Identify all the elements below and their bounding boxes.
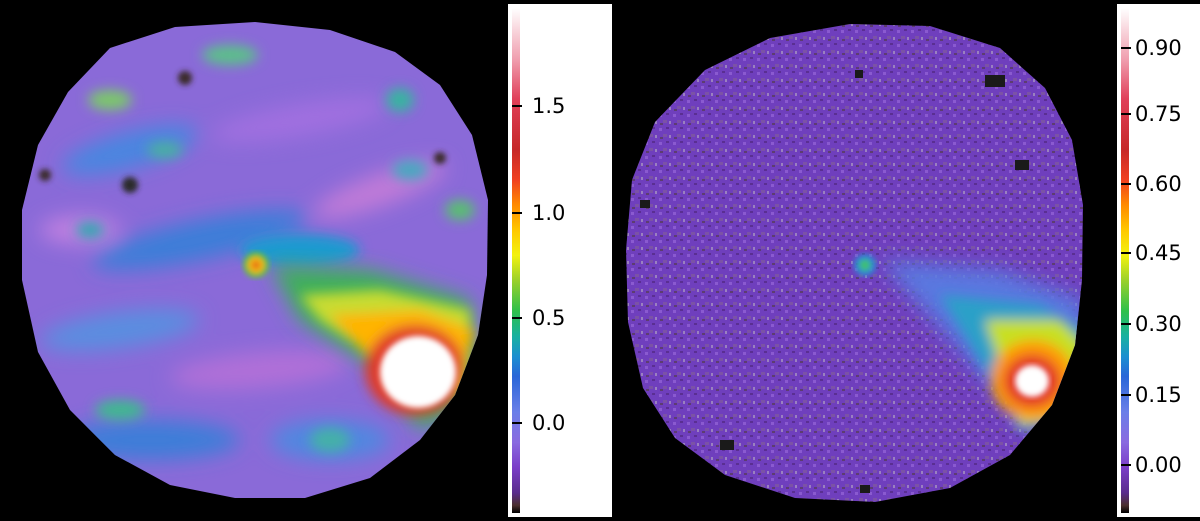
right-tick-mark [1121,183,1131,185]
left-tick-label: 1.0 [532,201,566,225]
left-colorbar-gradient [512,8,520,513]
right-tick-mark [1121,464,1131,466]
left-tick-label: 0.5 [532,306,566,330]
right-tick-mark [1121,323,1131,325]
right-tick-mark [1121,113,1131,115]
right-tick-label: 0.15 [1135,383,1182,407]
right-colorbar-gradient [1121,8,1129,513]
left-tick-label: 0.0 [532,411,566,435]
right-tick-label: 0.45 [1135,241,1182,265]
right-tick-label: 0.90 [1135,36,1182,60]
left-tick-mark [512,422,522,424]
right-tick-label: 0.00 [1135,453,1182,477]
left-map [22,22,488,498]
left-colorbar: 1.5 1.0 0.5 0.0 [508,4,612,517]
right-tick-label: 0.75 [1135,102,1182,126]
right-colorbar: 0.90 0.75 0.60 0.45 0.30 0.15 0.00 [1117,4,1200,517]
right-map [626,24,1083,502]
left-tick-mark [512,212,522,214]
right-tick-label: 0.60 [1135,172,1182,196]
left-tick-mark [512,105,522,107]
left-tick-mark [512,317,522,319]
left-tick-label: 1.5 [532,94,566,118]
right-tick-mark [1121,47,1131,49]
right-tick-mark [1121,252,1131,254]
right-tick-mark [1121,394,1131,396]
right-tick-label: 0.30 [1135,312,1182,336]
